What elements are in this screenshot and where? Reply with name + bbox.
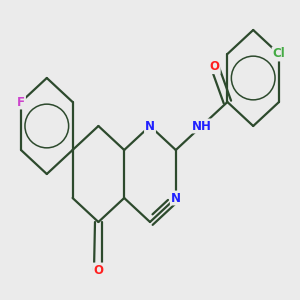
Text: N: N xyxy=(145,119,155,133)
Text: O: O xyxy=(93,263,103,277)
Text: Cl: Cl xyxy=(273,47,285,61)
Text: O: O xyxy=(210,60,220,73)
Text: F: F xyxy=(17,95,25,109)
Text: N: N xyxy=(171,191,181,205)
Text: NH: NH xyxy=(192,119,212,133)
